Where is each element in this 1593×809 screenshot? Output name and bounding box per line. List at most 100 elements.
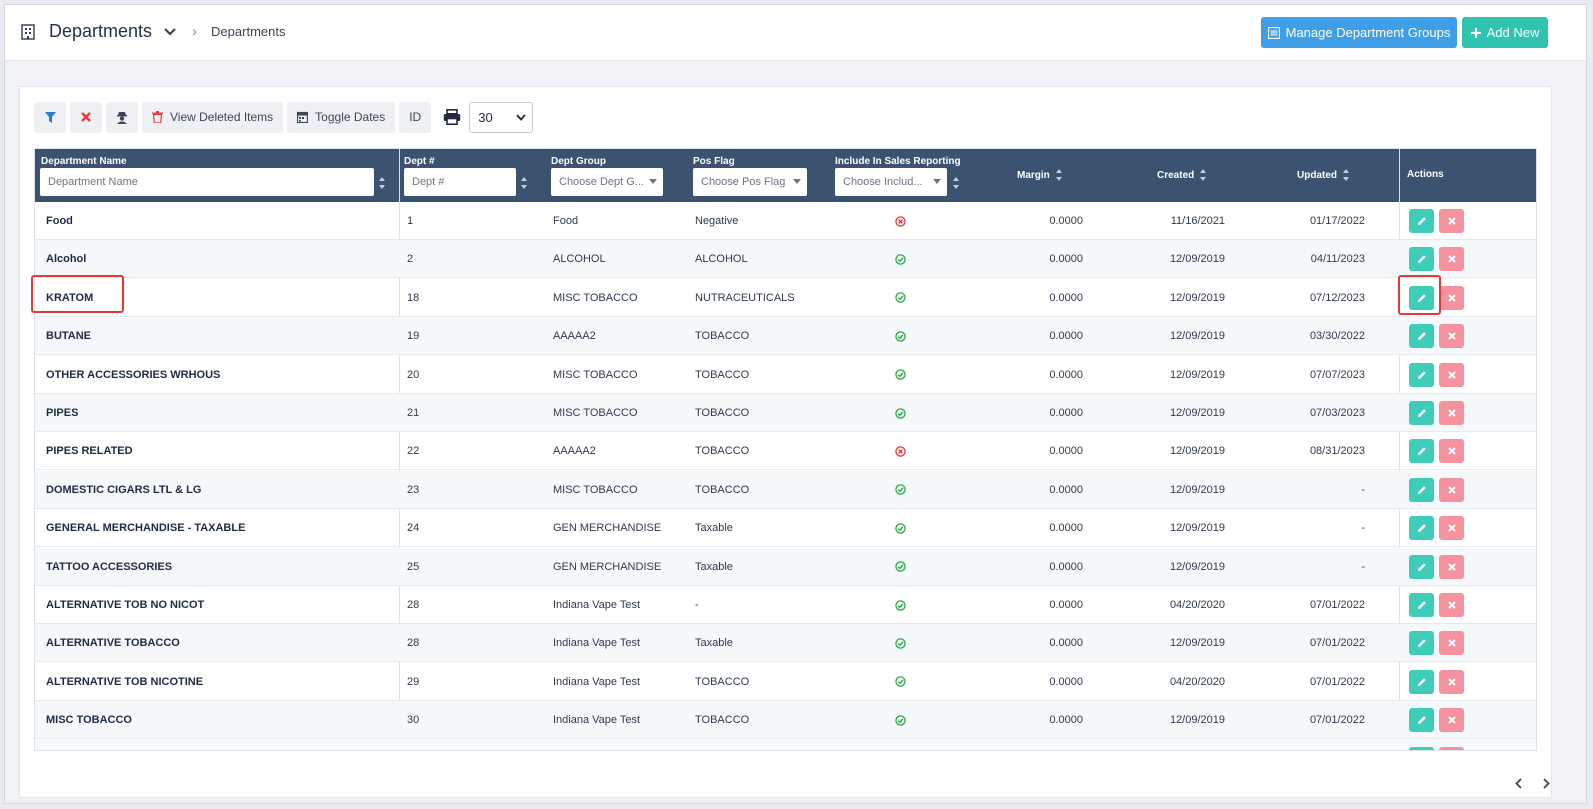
edit-button[interactable] bbox=[1409, 554, 1434, 579]
edit-button[interactable] bbox=[1409, 209, 1434, 233]
table-row[interactable]: BUTANE 19 AAAAA2 TOBACCO 0.0000 12/09/2019 03/… bbox=[35, 317, 1536, 356]
cell-dept-number: 22 bbox=[407, 445, 420, 458]
edit-button[interactable] bbox=[1409, 631, 1434, 656]
table-row[interactable]: PIPES 21 MISC TOBACCO TOBACCO 0.0000 12/09/20… bbox=[35, 394, 1536, 432]
table-row[interactable]: Food 1 Food Negative 0.0000 11/16/2021 01/17/2… bbox=[35, 202, 1536, 240]
edit-button[interactable] bbox=[1409, 285, 1434, 310]
cell-department-name[interactable]: ALTERNATIVE TOB NO NICOT bbox=[46, 599, 205, 611]
cell-department-name[interactable]: GENERAL MERCHANDISE - TAXABLE bbox=[46, 522, 246, 535]
page-size-select[interactable]: 30 bbox=[469, 101, 534, 133]
close-icon bbox=[1447, 294, 1456, 302]
dept-number-filter-input[interactable] bbox=[404, 168, 516, 196]
add-new-button[interactable]: Add New bbox=[1462, 17, 1548, 48]
cell-created: 12/09/2019 bbox=[1169, 483, 1225, 496]
delete-button[interactable] bbox=[1439, 477, 1464, 502]
cell-department-name[interactable]: ALTERNATIVE TOB NICOTINE bbox=[46, 675, 204, 688]
cell-department-name[interactable]: PIPES bbox=[46, 407, 79, 419]
pos-flag-filter-select[interactable]: Choose Pos Flag bbox=[693, 168, 807, 196]
table-row[interactable]: ALTERNATIVE TOBACCO 28 Indiana Vape Test Ta… bbox=[35, 624, 1536, 663]
edit-button[interactable] bbox=[1409, 247, 1434, 272]
delete-button[interactable] bbox=[1439, 593, 1464, 617]
cell-department-name[interactable]: KRATOM bbox=[46, 291, 94, 304]
table-row[interactable]: DOMESTIC CIGARS LTL & LG 23 MISC TOBACCO TO… bbox=[35, 470, 1536, 509]
cell-margin: 0.0000 bbox=[1049, 675, 1083, 688]
header-label: Pos Flag bbox=[693, 156, 735, 167]
delete-button[interactable] bbox=[1439, 708, 1464, 733]
table-row[interactable]: KRATOM 18 MISC TOBACCO NUTRACEUTICALS 0.0000… bbox=[35, 279, 1536, 317]
cell-department-name[interactable]: BUTANE bbox=[46, 330, 92, 343]
edit-button[interactable] bbox=[1409, 401, 1434, 425]
page-title: Departments bbox=[49, 21, 153, 41]
column-divider bbox=[399, 149, 400, 750]
header-created[interactable]: Created bbox=[1157, 169, 1207, 181]
previous-page-button[interactable] bbox=[1508, 775, 1528, 791]
delete-button[interactable] bbox=[1439, 516, 1464, 541]
filter-button[interactable] bbox=[34, 101, 66, 133]
chevron-down-icon[interactable] bbox=[164, 27, 176, 36]
sort-icon[interactable] bbox=[521, 177, 528, 189]
delete-button[interactable] bbox=[1439, 631, 1464, 656]
delete-button[interactable] bbox=[1439, 746, 1464, 750]
delete-button[interactable] bbox=[1439, 439, 1464, 464]
sort-icon[interactable] bbox=[379, 177, 386, 189]
header-updated[interactable]: Updated bbox=[1297, 169, 1350, 181]
table-row[interactable]: OTHER ACCESSORIES WRHOUS 20 MISC TOBACCO TO… bbox=[35, 356, 1536, 394]
header-margin[interactable]: Margin bbox=[1017, 169, 1063, 181]
table-row[interactable] bbox=[35, 739, 1536, 750]
close-icon bbox=[1447, 447, 1456, 456]
sort-icon[interactable] bbox=[1200, 169, 1207, 181]
edit-button[interactable] bbox=[1409, 439, 1434, 464]
cell-department-name[interactable]: MISC TOBACCO bbox=[46, 714, 132, 727]
delete-button[interactable] bbox=[1439, 209, 1464, 233]
edit-button[interactable] bbox=[1409, 324, 1434, 349]
edit-button[interactable] bbox=[1409, 477, 1434, 502]
edit-button[interactable] bbox=[1409, 362, 1434, 387]
delete-button[interactable] bbox=[1439, 401, 1464, 425]
cell-department-name[interactable]: OTHER ACCESSORIES WRHOUS bbox=[46, 368, 221, 381]
delete-button[interactable] bbox=[1439, 285, 1464, 310]
cell-department-name[interactable]: PIPES RELATED bbox=[46, 445, 133, 458]
table-row[interactable]: ALTERNATIVE TOB NICOTINE 29 Indiana Vape T… bbox=[35, 663, 1536, 701]
delete-button[interactable] bbox=[1439, 324, 1464, 349]
user-secret-button[interactable] bbox=[106, 101, 138, 133]
edit-button[interactable] bbox=[1409, 746, 1434, 750]
id-toggle-button[interactable]: ID bbox=[399, 101, 432, 133]
cell-created: 12/09/2019 bbox=[1169, 253, 1225, 266]
toggle-dates-button[interactable]: Toggle Dates bbox=[287, 101, 396, 133]
close-icon bbox=[1447, 639, 1456, 648]
dept-group-filter-select[interactable]: Choose Dept G... bbox=[551, 168, 663, 196]
close-icon bbox=[1447, 716, 1456, 724]
sort-icon[interactable] bbox=[1055, 169, 1063, 181]
delete-button[interactable] bbox=[1439, 669, 1464, 694]
manage-department-groups-button[interactable]: Manage Department Groups bbox=[1261, 17, 1457, 48]
edit-button[interactable] bbox=[1409, 708, 1434, 733]
include-in-sales-filter-select[interactable]: Choose Includ... bbox=[835, 168, 947, 196]
edit-button[interactable] bbox=[1409, 516, 1434, 541]
header-dept-number: Dept # bbox=[400, 149, 546, 202]
cell-department-name[interactable]: Food bbox=[46, 215, 73, 227]
sort-icon[interactable] bbox=[953, 177, 960, 189]
cell-created: 12/09/2019 bbox=[1169, 407, 1225, 419]
cell-department-name[interactable]: DOMESTIC CIGARS LTL & LG bbox=[46, 483, 202, 496]
delete-button[interactable] bbox=[1439, 247, 1464, 272]
department-name-filter-input[interactable] bbox=[40, 168, 374, 196]
table-row[interactable]: ALTERNATIVE TOB NO NICOT 28 Indiana Vape T… bbox=[35, 586, 1536, 624]
table-row[interactable]: PIPES RELATED 22 AAAAA2 TOBACCO 0.0000 12/09/… bbox=[35, 432, 1536, 471]
edit-button[interactable] bbox=[1409, 593, 1434, 617]
delete-button[interactable] bbox=[1439, 554, 1464, 579]
cell-department-name[interactable]: Alcohol bbox=[46, 253, 87, 266]
table-row[interactable]: MISC TOBACCO 30 Indiana Vape Test TOBACCO 0.… bbox=[35, 701, 1536, 740]
print-icon[interactable] bbox=[443, 109, 461, 125]
table-row[interactable]: TATTOO ACCESSORIES 25 GEN MERCHANDISE Taxab… bbox=[35, 547, 1536, 586]
edit-button[interactable] bbox=[1409, 669, 1434, 694]
table-row[interactable]: GENERAL MERCHANDISE - TAXABLE 24 GEN MERCH… bbox=[35, 509, 1536, 548]
clear-filters-button[interactable] bbox=[70, 101, 102, 133]
breadcrumb[interactable]: Departments bbox=[211, 24, 286, 39]
cell-department-name[interactable]: ALTERNATIVE TOBACCO bbox=[46, 637, 180, 650]
sort-icon[interactable] bbox=[1343, 169, 1350, 181]
delete-button[interactable] bbox=[1439, 362, 1464, 387]
table-row[interactable]: Alcohol 2 ALCOHOL ALCOHOL 0.0000 12/09/2019 04… bbox=[35, 240, 1536, 279]
next-page-button[interactable] bbox=[1536, 775, 1556, 791]
cell-department-name[interactable]: TATTOO ACCESSORIES bbox=[46, 560, 173, 573]
view-deleted-items-button[interactable]: View Deleted Items bbox=[142, 101, 284, 133]
